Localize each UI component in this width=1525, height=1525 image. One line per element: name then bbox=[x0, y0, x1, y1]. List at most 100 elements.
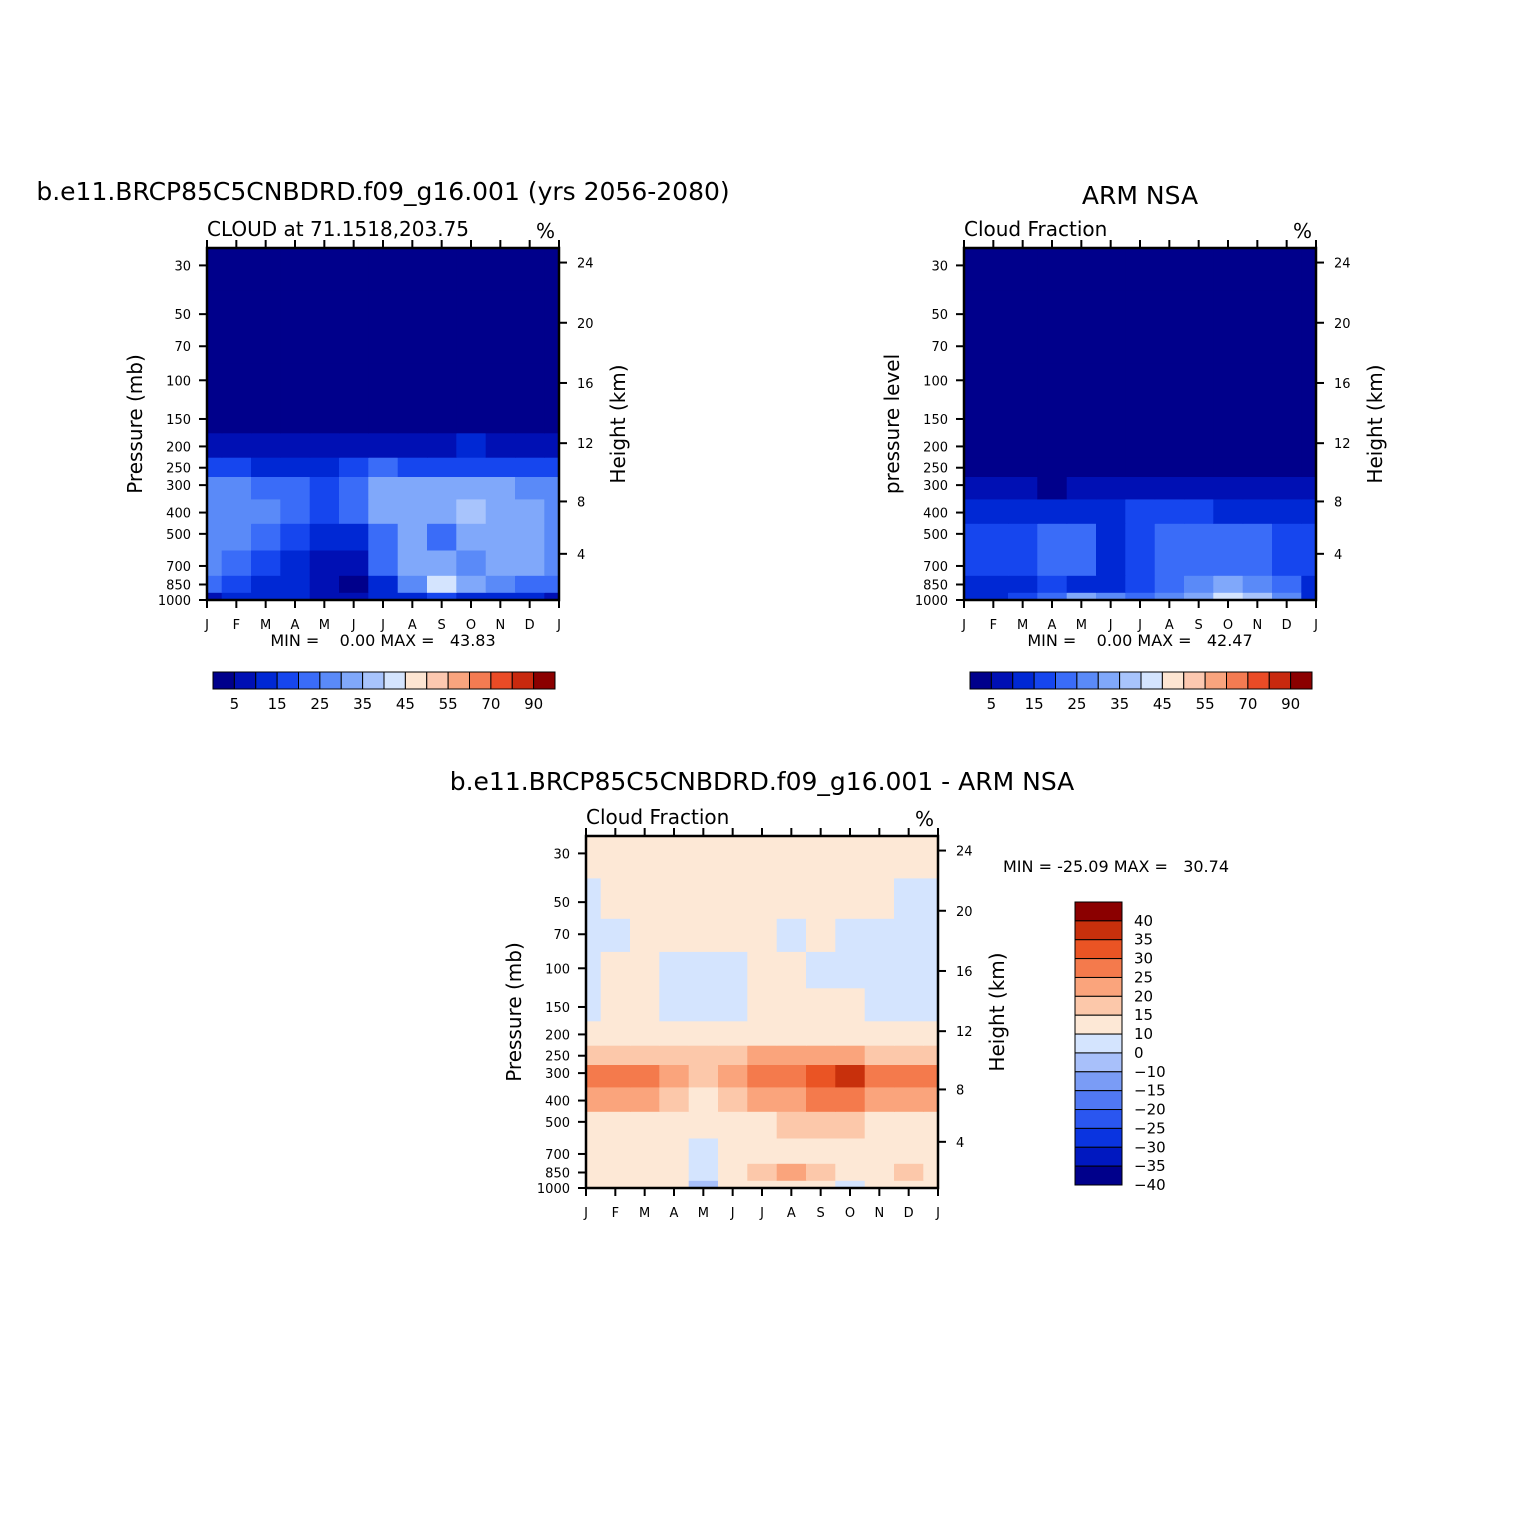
contour-cell bbox=[978, 523, 1009, 551]
difference-cloud-panel: J F M A M J J A S O N D J305070100150200250300400500… bbox=[502, 805, 1229, 1221]
contour-cell bbox=[1037, 575, 1068, 593]
contour-cell bbox=[600, 1163, 631, 1181]
contour-cell bbox=[586, 1086, 602, 1112]
y2-tick-label: 8 bbox=[1334, 495, 1342, 510]
contour-cell bbox=[397, 457, 428, 477]
contour-cell bbox=[280, 289, 311, 331]
contour-cell bbox=[659, 877, 690, 919]
y-tick-label: 500 bbox=[545, 1116, 570, 1131]
contour-cell bbox=[544, 289, 559, 331]
contour-cell bbox=[515, 289, 545, 331]
contour-cell bbox=[864, 836, 895, 879]
x-tick-label: N bbox=[1252, 618, 1262, 633]
model-colorbar: 5 15 25 35 45 55 70 90 bbox=[212, 671, 556, 713]
contour-cell bbox=[515, 330, 545, 364]
contour-cell bbox=[544, 330, 559, 364]
x-tick-label: N bbox=[874, 1206, 884, 1221]
colorbar-swatch bbox=[319, 671, 342, 690]
contour-cell bbox=[221, 363, 252, 401]
contour-cell bbox=[1125, 457, 1156, 477]
contour-cell bbox=[1066, 399, 1097, 434]
contour-cell bbox=[397, 289, 428, 331]
colorbar-swatch bbox=[383, 671, 406, 690]
contour-cell bbox=[397, 476, 428, 500]
contour-cell bbox=[835, 1020, 866, 1046]
contour-cell bbox=[368, 575, 399, 593]
y2-tick-label: 16 bbox=[577, 377, 594, 392]
contour-cell bbox=[806, 1137, 836, 1164]
contour-cell bbox=[397, 575, 428, 593]
colorbar-swatch bbox=[1074, 995, 1123, 1016]
contour-cell bbox=[1096, 457, 1126, 477]
contour-cell bbox=[747, 836, 778, 879]
contour-cell bbox=[1213, 363, 1244, 401]
contour-cell bbox=[1037, 523, 1068, 551]
contour-cell bbox=[221, 330, 252, 364]
model-y2label: Height (km) bbox=[606, 364, 630, 483]
contour-cell bbox=[456, 592, 487, 600]
contour-cell bbox=[1301, 289, 1316, 331]
diff-y2label: Height (km) bbox=[985, 952, 1009, 1071]
contour-cell bbox=[630, 1180, 660, 1188]
contour-cell bbox=[1242, 399, 1273, 434]
contour-cell bbox=[586, 836, 602, 879]
contour-cell bbox=[586, 1163, 602, 1181]
contour-cell bbox=[207, 575, 223, 593]
contour-cell bbox=[923, 951, 938, 989]
contour-cell bbox=[964, 457, 980, 477]
contour-cell bbox=[1301, 432, 1316, 458]
colorbar-swatch bbox=[1074, 1146, 1123, 1167]
contour-cell bbox=[659, 1020, 690, 1046]
contour-cell bbox=[339, 432, 369, 458]
obs-subtitle: Cloud Fraction bbox=[964, 217, 1107, 241]
contour-cell bbox=[1008, 592, 1038, 600]
colorbar-swatch bbox=[1074, 901, 1123, 922]
y-tick-label: 500 bbox=[923, 528, 948, 543]
contour-cell bbox=[427, 399, 457, 434]
diff-subtitle: Cloud Fraction bbox=[586, 805, 729, 829]
contour-cell bbox=[397, 399, 428, 434]
contour-cell bbox=[806, 987, 836, 1022]
contour-cell bbox=[309, 498, 340, 524]
obs-min-max: MIN = 0.00 MAX = 42.47 bbox=[1027, 631, 1252, 650]
contour-cell bbox=[1066, 523, 1097, 551]
contour-cell bbox=[251, 399, 281, 434]
contour-cell bbox=[978, 498, 1009, 524]
contour-cell bbox=[207, 523, 223, 551]
y-tick-label: 100 bbox=[545, 962, 570, 977]
contour-cell bbox=[544, 399, 559, 434]
colorbar-label: 35 bbox=[1134, 931, 1153, 949]
contour-cell bbox=[368, 399, 399, 434]
contour-cell bbox=[630, 1086, 660, 1112]
contour-cell bbox=[923, 987, 938, 1022]
contour-cell bbox=[485, 549, 516, 576]
contour-cell bbox=[207, 363, 223, 401]
colorbar-swatch bbox=[1204, 671, 1227, 690]
contour-cell bbox=[1096, 289, 1126, 331]
contour-cell bbox=[485, 457, 516, 477]
colorbar-label: 5 bbox=[987, 695, 997, 713]
x-tick-label: M bbox=[639, 1206, 650, 1221]
contour-cell bbox=[835, 1045, 866, 1065]
colorbar-swatch bbox=[1074, 1014, 1123, 1035]
contour-cell bbox=[544, 498, 559, 524]
contour-cell bbox=[1213, 592, 1244, 600]
contour-cell bbox=[776, 918, 807, 952]
contour-cell bbox=[515, 549, 545, 576]
contour-cell bbox=[309, 432, 340, 458]
y-tick-label: 1000 bbox=[915, 594, 948, 609]
x-tick-label: J bbox=[935, 1206, 940, 1221]
contour-cell bbox=[1066, 498, 1097, 524]
contour-cell bbox=[718, 1045, 748, 1065]
contour-cell bbox=[221, 476, 252, 500]
contour-cell bbox=[894, 951, 924, 989]
colorbar-swatch bbox=[511, 671, 535, 690]
colorbar-swatch bbox=[298, 671, 321, 690]
contour-cell bbox=[864, 1086, 895, 1112]
contour-cell bbox=[894, 1163, 924, 1181]
contour-cell bbox=[1272, 575, 1302, 593]
contour-cell bbox=[251, 330, 281, 364]
contour-cell bbox=[1066, 330, 1097, 364]
contour-cell bbox=[1037, 457, 1068, 477]
contour-cell bbox=[688, 1137, 719, 1164]
